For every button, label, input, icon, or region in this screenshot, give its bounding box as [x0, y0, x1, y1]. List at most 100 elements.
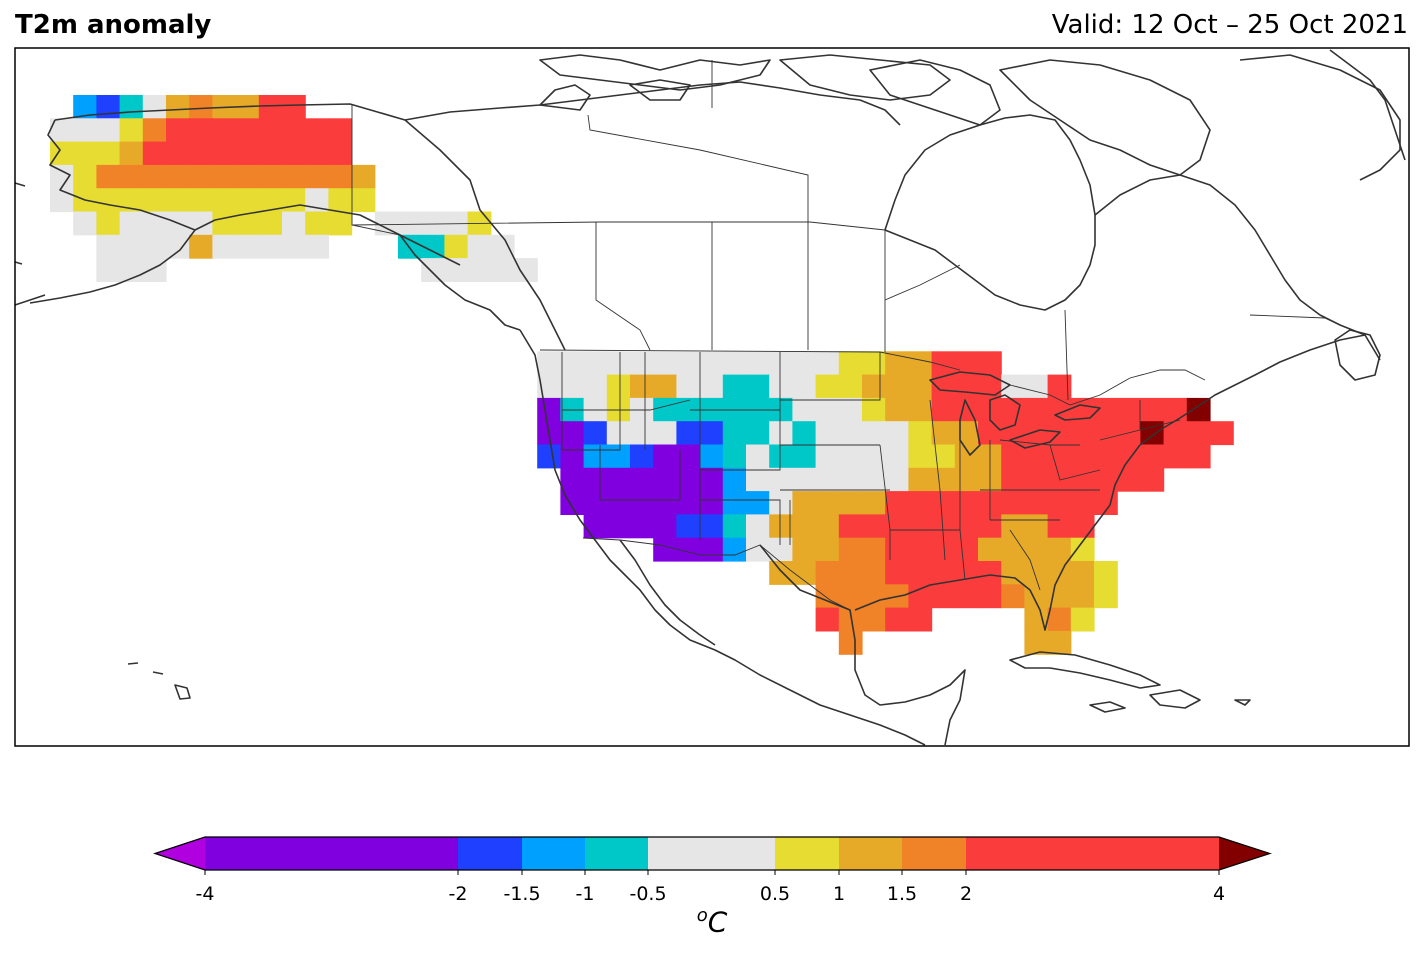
anomaly-cell	[815, 607, 840, 632]
anomaly-cell	[1024, 397, 1049, 422]
anomaly-cell	[699, 491, 724, 515]
anomaly-cell	[676, 374, 701, 399]
anomaly-cell	[769, 491, 793, 515]
anomaly-cell	[954, 514, 979, 539]
anomaly-cell	[1140, 444, 1165, 469]
anomaly-cell	[73, 211, 97, 236]
anomaly-cell	[792, 537, 817, 562]
anomaly-cell	[676, 537, 701, 562]
anomaly-cell	[676, 467, 701, 492]
anomaly-cell	[1140, 467, 1165, 492]
anomaly-cell	[282, 234, 306, 259]
colorbar-tick-label: -0.5	[629, 883, 667, 905]
anomaly-cell	[166, 118, 190, 143]
anomaly-cell	[421, 258, 445, 282]
anomaly-cell	[954, 584, 979, 609]
anomaly-cell	[838, 491, 863, 515]
anomaly-cell	[699, 467, 724, 492]
anomaly-cell	[328, 118, 353, 143]
anomaly-cell	[1024, 374, 1049, 399]
anomaly-cell	[537, 351, 561, 376]
colorbar-segment	[522, 837, 585, 870]
anomaly-cell	[908, 374, 933, 399]
anomaly-cell	[722, 537, 747, 562]
anomaly-cell	[119, 211, 144, 236]
anomaly-cell	[954, 561, 979, 585]
anomaly-cell	[699, 421, 724, 446]
anomaly-cell	[235, 141, 260, 166]
anomaly-cell	[282, 118, 306, 143]
colorbar-tick-label: -4	[195, 883, 215, 905]
anomaly-cell	[792, 374, 817, 399]
anomaly-cell	[722, 514, 747, 539]
anomaly-cell	[838, 561, 863, 585]
anomaly-cell	[862, 514, 886, 539]
anomaly-cell	[212, 118, 237, 143]
anomaly-cell	[1001, 561, 1025, 585]
anomaly-cell	[862, 444, 886, 469]
anomaly-cell	[560, 421, 585, 446]
anomaly-cell	[978, 537, 1002, 562]
anomaly-cell	[978, 421, 1002, 446]
anomaly-cell	[166, 188, 190, 213]
anomaly-cell	[1186, 397, 1211, 422]
anomaly-cell	[815, 351, 840, 376]
anomaly-cell	[653, 537, 677, 562]
anomaly-cell	[885, 607, 909, 632]
anomaly-cell	[746, 491, 770, 515]
anomaly-cell	[258, 234, 283, 259]
anomaly-cell	[1140, 421, 1165, 446]
anomaly-cell	[653, 491, 677, 515]
anomaly-cell	[630, 374, 654, 399]
anomaly-cell	[862, 584, 886, 609]
anomaly-cell	[1047, 607, 1072, 632]
anomaly-cell	[212, 164, 237, 189]
valid-period: Valid: 12 Oct – 25 Oct 2021	[1051, 10, 1408, 40]
anomaly-cell	[1001, 444, 1025, 469]
anomaly-cell	[978, 584, 1002, 609]
colorbar-segment	[839, 837, 902, 870]
anomaly-cell	[50, 188, 74, 213]
anomaly-cell	[166, 95, 190, 119]
anomaly-cell	[73, 95, 97, 119]
anomaly-cell	[885, 421, 909, 446]
anomaly-cell	[142, 164, 167, 189]
anomaly-cell	[792, 397, 817, 422]
anomaly-cell	[931, 491, 956, 515]
colorbar-segment	[205, 837, 458, 870]
anomaly-cell	[885, 561, 909, 585]
anomaly-cell	[258, 118, 283, 143]
anomaly-cell	[606, 444, 631, 469]
anomaly-cell	[1047, 537, 1072, 562]
anomaly-cell	[235, 234, 260, 259]
anomaly-cell	[142, 118, 167, 143]
anomaly-cell	[1094, 444, 1118, 469]
anomaly-cell	[282, 211, 306, 236]
anomaly-cell	[1024, 607, 1049, 632]
anomaly-cell	[699, 351, 724, 376]
anomaly-cell	[73, 164, 97, 189]
anomaly-cell	[815, 491, 840, 515]
anomaly-cell	[746, 537, 770, 562]
anomaly-cell	[653, 374, 677, 399]
anomaly-cell	[1094, 561, 1118, 585]
anomaly-cell	[583, 421, 608, 446]
anomaly-cell	[305, 118, 329, 143]
colorbar-tick-label: -2	[448, 883, 468, 905]
colorbar-unit: oC	[697, 905, 728, 938]
anomaly-cell	[1024, 561, 1049, 585]
anomaly-cell	[96, 258, 121, 282]
anomaly-cell	[676, 351, 701, 376]
anomaly-cell	[630, 351, 654, 376]
anomaly-cell	[351, 164, 376, 189]
anomaly-cell	[166, 141, 190, 166]
anomaly-cell	[838, 351, 863, 376]
anomaly-cell	[746, 351, 770, 376]
coastlines	[14, 49, 1406, 746]
anomaly-cell	[792, 514, 817, 539]
anomaly-cell	[328, 188, 353, 213]
anomaly-cell	[1070, 467, 1095, 492]
anomaly-cell	[1024, 444, 1049, 469]
colorbar-segment	[458, 837, 522, 870]
